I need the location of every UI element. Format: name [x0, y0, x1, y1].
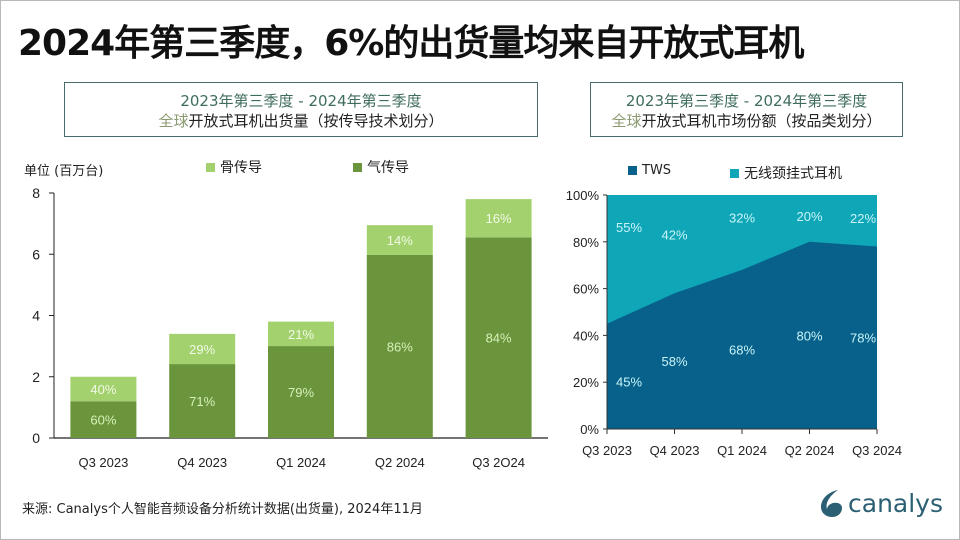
right-y-tick-label: 40%: [573, 328, 599, 343]
area-label-neckband: 55%: [616, 220, 642, 235]
legend-label-air: 气传导: [367, 160, 409, 176]
legend-label-bone: 骨传导: [220, 160, 262, 176]
slide-title: 2024年第三季度，6%的出货量均来自开放式耳机: [18, 23, 804, 64]
right-chart-subtitle-box: 2023年第三季度 - 2024年第三季度 全球开放式耳机市场份额（按品类划分）: [590, 82, 903, 137]
bar-segment-bone: [169, 333, 236, 365]
left-subtitle-prefix: 全球: [158, 112, 189, 130]
bar-label-bone: 29%: [189, 342, 215, 357]
canalys-logo-text: canalys: [848, 488, 943, 518]
left-y-axis-unit-label: 单位 (百万台): [24, 164, 104, 179]
right-y-tick-label: 0%: [580, 422, 599, 437]
left-x-tick-label: Q3 2O24: [472, 455, 525, 470]
area-label-neckband: 20%: [796, 209, 822, 224]
left-subtitle-line2: 开放式耳机出货量（按传导技术划分）: [188, 112, 444, 130]
left-chart-subtitle-box: 2023年第三季度 - 2024年第三季度 全球开放式耳机出货量（按传导技术划分…: [64, 82, 538, 137]
area-label-tws: 58%: [661, 354, 687, 369]
shipment-bar-chart: 0 2 4 6 8 60% 40% Q3 2023 71% 29% Q4 2023 79% 21% Q1 …: [32, 185, 548, 470]
legend-item-neckband: 无线颈挂式耳机: [730, 163, 842, 183]
left-y-tick-label: 2: [32, 369, 40, 385]
left-y-tick-label: 4: [32, 308, 40, 324]
area-label-neckband: 42%: [661, 227, 687, 242]
bar-label-bone: 21%: [288, 327, 314, 342]
right-subtitle-prefix: 全球: [611, 112, 642, 130]
left-y-tick-label: 0: [32, 430, 40, 446]
left-x-tick-label: Q2 2024: [375, 455, 425, 470]
legend-swatch-neckband: [730, 168, 739, 178]
left-subtitle-line1: 2023年第三季度 - 2024年第三季度: [180, 92, 422, 110]
area-label-tws: 78%: [850, 331, 876, 346]
canalys-logo-icon: [821, 490, 842, 517]
area-label-neckband: 22%: [850, 211, 876, 226]
bar-label-air: 84%: [486, 331, 512, 346]
bar-segment-bone: [268, 321, 334, 347]
area-label-tws: 68%: [729, 342, 755, 357]
bar-label-air: 79%: [288, 385, 314, 400]
right-subtitle-line1: 2023年第三季度 - 2024年第三季度: [625, 92, 868, 110]
left-y-tick-label: 8: [32, 185, 40, 201]
bar-segment-bone: [70, 376, 137, 402]
right-subtitle-line2: 开放式耳机市场份额（按品类划分）: [641, 112, 882, 130]
bar-segment-bone: [465, 199, 532, 238]
source-note: 来源: Canalys个人智能音频设备分析统计数据(出货量), 2024年11月: [22, 502, 423, 517]
canalys-logo: canalys: [818, 488, 943, 518]
left-x-tick-label: Q1 2024: [276, 455, 326, 470]
right-x-tick-label: Q3 2023: [582, 443, 632, 458]
right-y-tick-label: 60%: [573, 282, 599, 297]
market-share-area-chart: 0% 20% 40% 60% 80% 100% Q3 2023 45% 55% Q4 2023 58…: [566, 188, 902, 458]
bar-segment-bone: [366, 225, 433, 255]
right-x-tick-label: Q4 2023: [650, 443, 700, 458]
right-x-tick-label: Q1 2024: [717, 443, 767, 458]
bar-label-bone: 14%: [387, 233, 413, 248]
right-x-tick-label: Q3 2024: [852, 443, 902, 458]
area-label-tws: 80%: [796, 328, 822, 343]
bar-segment-air: [268, 346, 334, 438]
legend-label-tws: TWS: [642, 163, 672, 178]
area-label-tws: 45%: [616, 375, 642, 390]
bar-segment-air: [169, 364, 236, 438]
left-x-tick-label: Q3 2023: [78, 455, 128, 470]
right-y-tick-label: 80%: [573, 235, 599, 250]
bar-label-bone: 16%: [486, 211, 512, 226]
right-y-tick-label: 20%: [573, 375, 599, 390]
legend-swatch-air: [353, 162, 362, 172]
bar-segment-air: [366, 254, 433, 438]
legend-item-tws: TWS: [628, 163, 671, 178]
bar-label-air: 71%: [189, 394, 215, 409]
legend-item-bone: 骨传导: [206, 157, 262, 177]
legend-swatch-tws: [628, 166, 637, 175]
right-x-tick-label: Q2 2024: [785, 443, 835, 458]
left-y-tick-label: 6: [32, 246, 40, 262]
legend-swatch-bone: [206, 162, 215, 172]
right-y-tick-label: 100%: [566, 188, 600, 203]
bar-segment-air: [70, 401, 137, 438]
area-tws: [607, 241, 877, 429]
bar-label-bone: 40%: [90, 382, 116, 397]
left-x-tick-label: Q4 2023: [177, 455, 227, 470]
legend-item-air: 气传导: [353, 157, 409, 177]
bar-label-air: 60%: [90, 413, 116, 428]
bar-segment-air: [465, 237, 532, 438]
legend-label-neckband: 无线颈挂式耳机: [744, 166, 842, 182]
area-label-neckband: 32%: [729, 210, 755, 225]
bar-label-air: 86%: [387, 339, 413, 354]
